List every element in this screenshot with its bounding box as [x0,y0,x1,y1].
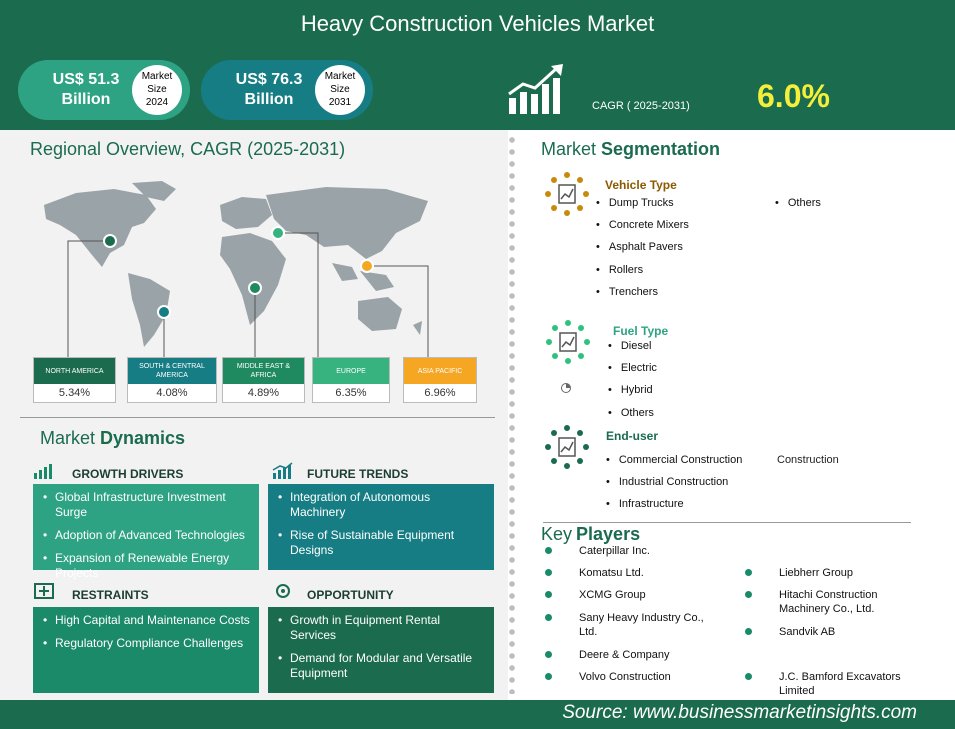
list-item: Growth in Equipment Rental Services [278,613,488,643]
region-north-america: NORTH AMERICA 5.34% [33,357,116,403]
vehicle-type-title: Vehicle Type [605,178,677,192]
list-item: Infrastructure [606,498,684,510]
bar-chart-icon [34,464,52,479]
list-item: Hitachi Construction Machinery Co., Ltd. [779,589,878,615]
list-item: Volvo Construction [579,671,671,683]
market-dynamics-title: Market Dynamics [40,428,186,448]
market-size-2024-pill: US$ 51.3 Billion Market Size 2024 [18,60,190,120]
list-item: Dump Trucks [596,197,674,209]
restraints-title: RESTRAINTS [72,588,149,602]
bullet-dot [545,614,552,621]
trend-icon [272,462,293,479]
end-user-icon [545,425,589,469]
list-item: Rise of Sustainable Equipment Designs [278,528,488,558]
bullet-dot [545,651,552,658]
list-item: J.C. Bamford Excavators Limited [779,671,901,697]
list-item: Electric [608,362,657,374]
future-trends-title: FUTURE TRENDS [307,467,409,481]
list-item: High Capital and Maintenance Costs [43,613,253,628]
cagr-label: CAGR ( 2025-2031) [592,100,690,112]
region-south-central-america: SOUTH & CENTRAL AMERICA 4.08% [127,357,217,403]
bullet-dot [745,569,752,576]
marker-asia-pacific[interactable] [360,259,374,273]
opportunity-title: OPPORTUNITY [307,588,394,602]
bullet-dot [545,569,552,576]
divider [508,134,516,694]
list-item: Diesel [608,340,652,352]
bullet-dot [545,547,552,554]
end-user-title: End-user [606,429,659,443]
market-size-2031-tag: Market Size 2031 [315,65,365,115]
right-panel [516,130,955,700]
bullet-dot [545,673,552,680]
bullet-dot [745,628,752,635]
section-divider [543,522,911,523]
list-item: Demand for Modular and Versatile Equipme… [278,651,488,681]
list-item: Caterpillar Inc. [579,545,650,557]
list-item: Trenchers [596,286,658,298]
market-size-2031-pill: US$ 76.3 Billion Market Size 2031 [201,60,373,120]
list-item: XCMG Group [579,589,646,601]
map-leaders [67,226,429,358]
key-players-title: Key Players [541,524,641,544]
source-footer: Source: www.businessmarketinsights.com [0,700,955,729]
cagr-value: 6.0% [757,78,830,114]
growth-drivers-box: Global Infrastructure Investment Surge A… [33,484,259,580]
regional-overview-title: Regional Overview, CAGR (2025-2031) [30,139,346,159]
marker-europe[interactable] [271,226,285,240]
list-item: Integration of Autonomous Machinery [278,490,488,520]
list-item: Others [608,407,654,419]
marker-north-america[interactable] [103,234,117,248]
world-map [44,181,428,347]
list-item: Commercial Construction [606,454,742,466]
bullet-dot [745,591,752,598]
list-item: Sany Heavy Industry Co., Ltd. [579,612,704,638]
list-item: Others [775,197,821,209]
list-item: Expansion of Renewable Energy Projects [43,551,253,581]
list-item: Hybrid [608,384,653,396]
market-size-2024-value: US$ 51.3 Billion [52,71,120,108]
marker-south-america[interactable] [157,305,171,319]
list-item: Industrial Construction [606,476,728,488]
source-link[interactable]: Source: www.businessmarketinsights.com [562,702,917,723]
bullet-dot [745,673,752,680]
list-item: Liebherr Group [779,567,853,579]
fuel-type-icon [546,320,590,364]
section-divider [20,417,495,418]
opportunity-box: Growth in Equipment Rental Services Dema… [268,607,494,693]
page-title: Heavy Construction Vehicles Market [0,0,955,48]
restraint-icon [34,583,54,599]
growth-chart-icon [508,64,563,114]
market-segmentation-title: Market Segmentation [541,139,721,159]
market-size-strip: US$ 51.3 Billion Market Size 2024 US$ 76… [0,48,955,130]
opportunity-gear-icon [276,584,290,598]
list-item: Deere & Company [579,649,670,661]
list-item: Asphalt Pavers [596,241,683,253]
restraints-box: High Capital and Maintenance Costs Regul… [33,607,259,693]
market-size-2024-tag: Market Size 2024 [132,65,182,115]
vehicle-type-icon [545,172,589,216]
list-item: Sandvik AB [779,626,836,638]
future-trends-box: Integration of Autonomous Machinery Rise… [268,484,494,570]
fuel-type-title: Fuel Type [613,324,669,338]
list-item: Komatsu Ltd. [579,567,644,579]
list-item: Adoption of Advanced Technologies [43,528,253,543]
marker-middle-east-africa[interactable] [248,281,262,295]
region-asia-pacific: ASIA PACIFIC 6.96% [403,357,477,403]
bullet-dot [545,591,552,598]
growth-drivers-title: GROWTH DRIVERS [72,467,184,481]
list-item: Rollers [596,264,643,276]
list-item: Global Infrastructure Investment Surge [43,490,253,520]
list-item: Regulatory Compliance Challenges [43,636,253,651]
region-middle-east-africa: MIDDLE EAST & AFRICA 4.89% [222,357,305,403]
pie-icon [561,383,571,393]
market-size-2031-value: US$ 76.3 Billion [235,71,303,108]
region-europe: EUROPE 6.35% [312,357,390,403]
end-user-col2-text: Construction [777,454,839,466]
list-item: Concrete Mixers [596,219,689,231]
